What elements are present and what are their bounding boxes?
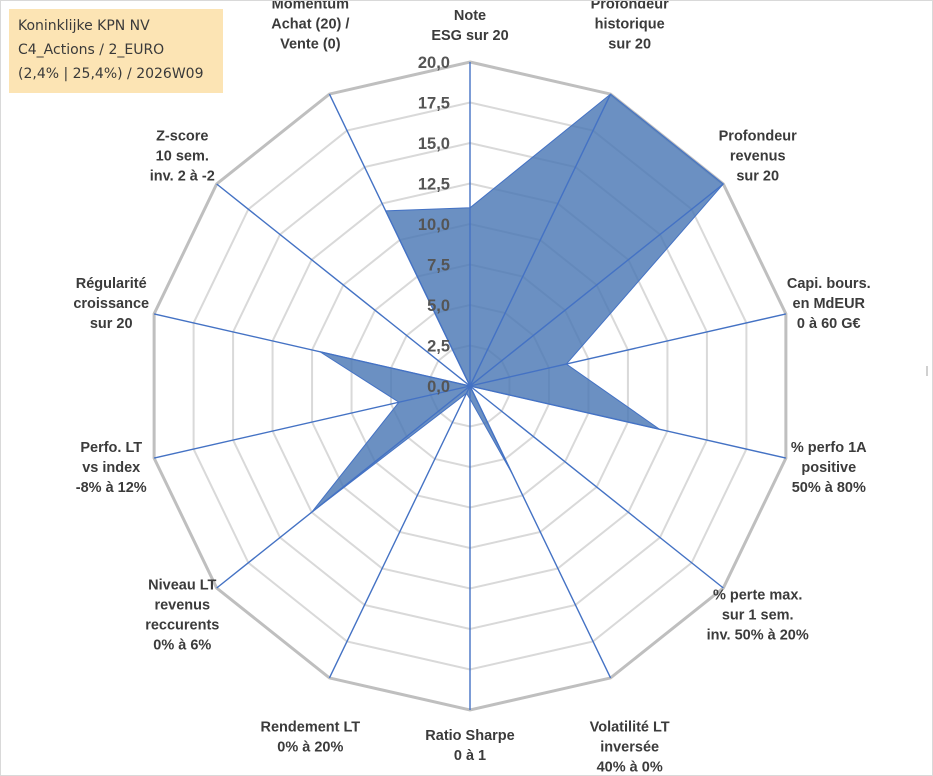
axis-spoke bbox=[216, 183, 471, 387]
axis-label: Volatilité LT inversée 40% à 0% bbox=[590, 720, 670, 775]
axis-label-line: -8% à 12% bbox=[76, 480, 147, 496]
tick-label: 12,5 bbox=[418, 176, 450, 194]
tick-label: 17,5 bbox=[418, 95, 450, 113]
axis-spoke bbox=[216, 385, 471, 589]
axis-label-line: Note bbox=[454, 8, 486, 24]
axis-label-line: revenus bbox=[730, 149, 786, 165]
axis-label: % perte max. sur 1 sem. inv. 50% à 20% bbox=[707, 587, 809, 643]
axis-label-line: inv. 2 à -2 bbox=[150, 169, 215, 185]
tick-label: 5,0 bbox=[427, 297, 450, 315]
axis-label: Rendement LT 0% à 20% bbox=[261, 720, 361, 756]
axis-label: Régularité croissance sur 20 bbox=[73, 276, 149, 332]
axis-label-line: % perte max. bbox=[713, 587, 802, 603]
axis-spoke bbox=[469, 93, 612, 387]
axis-spoke bbox=[469, 313, 787, 387]
axis-label-line: Profondeur bbox=[591, 1, 669, 12]
axis-label: Capi. bours. en MdEUR 0 à 60 G€ bbox=[787, 276, 871, 332]
axis-label-line: Achat (20) / bbox=[271, 16, 349, 32]
axis-spoke bbox=[469, 385, 787, 459]
axis-label-line: Capi. bours. bbox=[787, 276, 871, 292]
axis-label-line: croissance bbox=[73, 296, 149, 312]
axis-label: Profondeur historique sur 20 bbox=[591, 1, 669, 52]
axis-label-line: 10 sem. bbox=[156, 149, 209, 165]
axis-label-line: 40% à 0% bbox=[597, 760, 663, 775]
axis-label-line: vs index bbox=[82, 460, 140, 476]
axis-label-line: historique bbox=[595, 16, 665, 32]
axis-label-line: ESG sur 20 bbox=[431, 28, 508, 44]
axis-spoke bbox=[153, 385, 471, 459]
axis-label-line: 0% à 6% bbox=[153, 637, 211, 653]
axis-label-line: positive bbox=[801, 460, 856, 476]
axis-label-line: Z-score bbox=[156, 129, 208, 145]
info-box: Koninklijke KPN NV C4_Actions / 2_EURO (… bbox=[9, 9, 223, 93]
axis-spoke bbox=[328, 93, 471, 387]
axis-label-line: sur 20 bbox=[736, 169, 779, 185]
axis-label-line: reccurents bbox=[145, 617, 219, 633]
axis-label-line: 0 à 60 G€ bbox=[797, 316, 861, 332]
axis-label: Profondeur revenus sur 20 bbox=[719, 129, 797, 185]
axis-label-line: inversée bbox=[600, 740, 659, 756]
axis-label: Ratio Sharpe 0 à 1 bbox=[425, 728, 514, 764]
tick-label: 10,0 bbox=[418, 216, 450, 234]
axis-label-line: 50% à 80% bbox=[792, 480, 866, 496]
axis-spoke bbox=[469, 385, 724, 589]
axis-label-line: Niveau LT bbox=[148, 577, 216, 593]
tick-label: 20,0 bbox=[418, 54, 450, 72]
axis-label-line: Volatilité LT bbox=[590, 720, 670, 736]
axis-label: Z-score 10 sem. inv. 2 à -2 bbox=[150, 129, 215, 185]
axis-label-line: 0 à 1 bbox=[454, 748, 486, 764]
axis-label-line: Vente (0) bbox=[280, 36, 341, 52]
axis-label: Niveau LT revenus reccurents 0% à 6% bbox=[145, 577, 219, 653]
tick-label: 15,0 bbox=[418, 135, 450, 153]
axis-label-line: Ratio Sharpe bbox=[425, 728, 514, 744]
axis-label: Perfo. LT vs index -8% à 12% bbox=[76, 440, 147, 496]
axis-spoke bbox=[153, 313, 471, 387]
axis-label-line: revenus bbox=[154, 597, 210, 613]
tick-label: 7,5 bbox=[427, 257, 450, 275]
axis-spoke bbox=[469, 385, 612, 679]
axis-label-line: inv. 50% à 20% bbox=[707, 627, 809, 643]
axis-label-line: % perfo 1A bbox=[791, 440, 867, 456]
info-box-stats: (2,4% | 25,4%) / 2026W09 bbox=[18, 66, 204, 82]
axis-label-line: en MdEUR bbox=[793, 296, 866, 312]
axis-spoke bbox=[469, 183, 724, 387]
scroll-marker bbox=[926, 366, 928, 376]
axis-label-line: sur 20 bbox=[90, 316, 133, 332]
info-box-company: Koninklijke KPN NV bbox=[18, 18, 150, 34]
axis-label-line: Perfo. LT bbox=[80, 440, 142, 456]
axis-label: % perfo 1A positive 50% à 80% bbox=[791, 440, 867, 496]
axis-label: Note ESG sur 20 bbox=[431, 8, 508, 44]
axis-spoke bbox=[328, 385, 471, 679]
axis-label-line: Profondeur bbox=[719, 129, 797, 145]
axis-label-line: Régularité bbox=[76, 276, 147, 292]
tick-label: 0,0 bbox=[427, 378, 450, 396]
axis-label-line: 0% à 20% bbox=[277, 740, 343, 756]
axis-label: Momentum Achat (20) / Vente (0) bbox=[271, 1, 349, 52]
axis-label-line: sur 20 bbox=[608, 36, 651, 52]
axis-label-line: Rendement LT bbox=[261, 720, 361, 736]
tick-label: 2,5 bbox=[427, 338, 450, 356]
axis-label-line: Momentum bbox=[272, 1, 349, 12]
axis-label-line: sur 1 sem. bbox=[722, 607, 794, 623]
info-box-category: C4_Actions / 2_EURO bbox=[18, 42, 165, 58]
